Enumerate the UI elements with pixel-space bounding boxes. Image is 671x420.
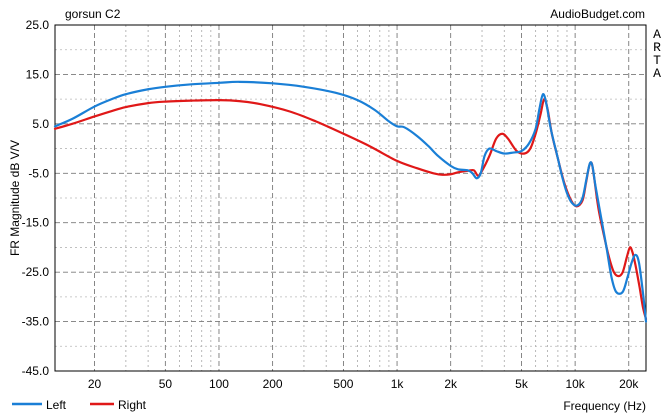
y-tick-label: -5.0 [28, 166, 49, 180]
x-tick-label: 100 [209, 377, 229, 391]
y-tick-label: -25.0 [22, 265, 50, 279]
x-tick-label: 10k [565, 377, 585, 391]
legend-label-left: Left [46, 398, 67, 412]
side-label-letter: A [653, 27, 661, 42]
x-tick-labels: 20 50 100 200 500 1k 2k 5k 10k 20k [88, 377, 640, 391]
side-label: A R T A [653, 27, 661, 81]
y-tick-label: -15.0 [22, 216, 50, 230]
series-layer [53, 80, 648, 323]
legend: Left Right [12, 398, 147, 412]
side-label-letter: A [653, 66, 661, 81]
y-tick-label: -45.0 [22, 364, 50, 378]
side-label-letter: R [653, 40, 661, 55]
y-tick-label: 5.0 [32, 117, 49, 131]
grid-minor [55, 25, 646, 371]
y-tick-label: -35.0 [22, 315, 50, 329]
plot-frame [54, 24, 647, 372]
x-tick-label: 20 [88, 377, 102, 391]
x-tick-label: 2k [444, 377, 458, 391]
chart-title: gorsun C2 [65, 7, 121, 21]
series-line-right [53, 97, 648, 321]
y-tick-label: 15.0 [26, 67, 50, 81]
x-tick-label: 200 [263, 377, 283, 391]
y-tick-label: 25.0 [26, 18, 50, 32]
watermark: AudioBudget.com [550, 7, 645, 21]
legend-label-right: Right [118, 398, 147, 412]
series-line-left [53, 80, 648, 323]
x-axis-label: Frequency (Hz) [563, 399, 646, 413]
x-tick-label: 50 [159, 377, 173, 391]
y-axis-label: FR Magnitude dB V/V [8, 140, 22, 256]
x-tick-label: 1k [391, 377, 405, 391]
side-label-letter: T [653, 53, 661, 68]
x-tick-label: 5k [515, 377, 529, 391]
y-tick-labels: 25.0 15.0 5.0 -5.0 -15.0 -25.0 -35.0 -45.0 [22, 18, 50, 378]
x-tick-label: 500 [333, 377, 353, 391]
x-tick-label: 20k [619, 377, 639, 391]
grid-major [55, 25, 646, 371]
